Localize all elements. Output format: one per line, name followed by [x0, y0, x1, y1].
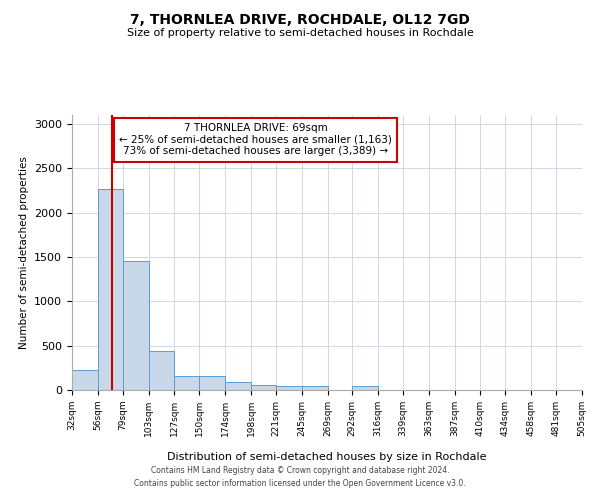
Bar — [199, 376, 225, 390]
Text: Size of property relative to semi-detached houses in Rochdale: Size of property relative to semi-detach… — [127, 28, 473, 38]
Text: 7 THORNLEA DRIVE: 69sqm
← 25% of semi-detached houses are smaller (1,163)
73% of: 7 THORNLEA DRIVE: 69sqm ← 25% of semi-de… — [119, 123, 392, 156]
Text: Distribution of semi-detached houses by size in Rochdale: Distribution of semi-detached houses by … — [167, 452, 487, 462]
Bar — [175, 376, 199, 390]
Bar — [302, 386, 328, 390]
Bar — [251, 384, 276, 390]
Bar — [149, 351, 175, 390]
Bar — [352, 386, 378, 390]
Text: Contains HM Land Registry data © Crown copyright and database right 2024.
Contai: Contains HM Land Registry data © Crown c… — [134, 466, 466, 487]
Bar — [72, 370, 98, 390]
Y-axis label: Number of semi-detached properties: Number of semi-detached properties — [19, 156, 29, 349]
Bar — [276, 386, 302, 390]
Text: 7, THORNLEA DRIVE, ROCHDALE, OL12 7GD: 7, THORNLEA DRIVE, ROCHDALE, OL12 7GD — [130, 12, 470, 26]
Bar — [122, 262, 149, 390]
Bar — [98, 188, 122, 390]
Bar — [225, 382, 251, 390]
